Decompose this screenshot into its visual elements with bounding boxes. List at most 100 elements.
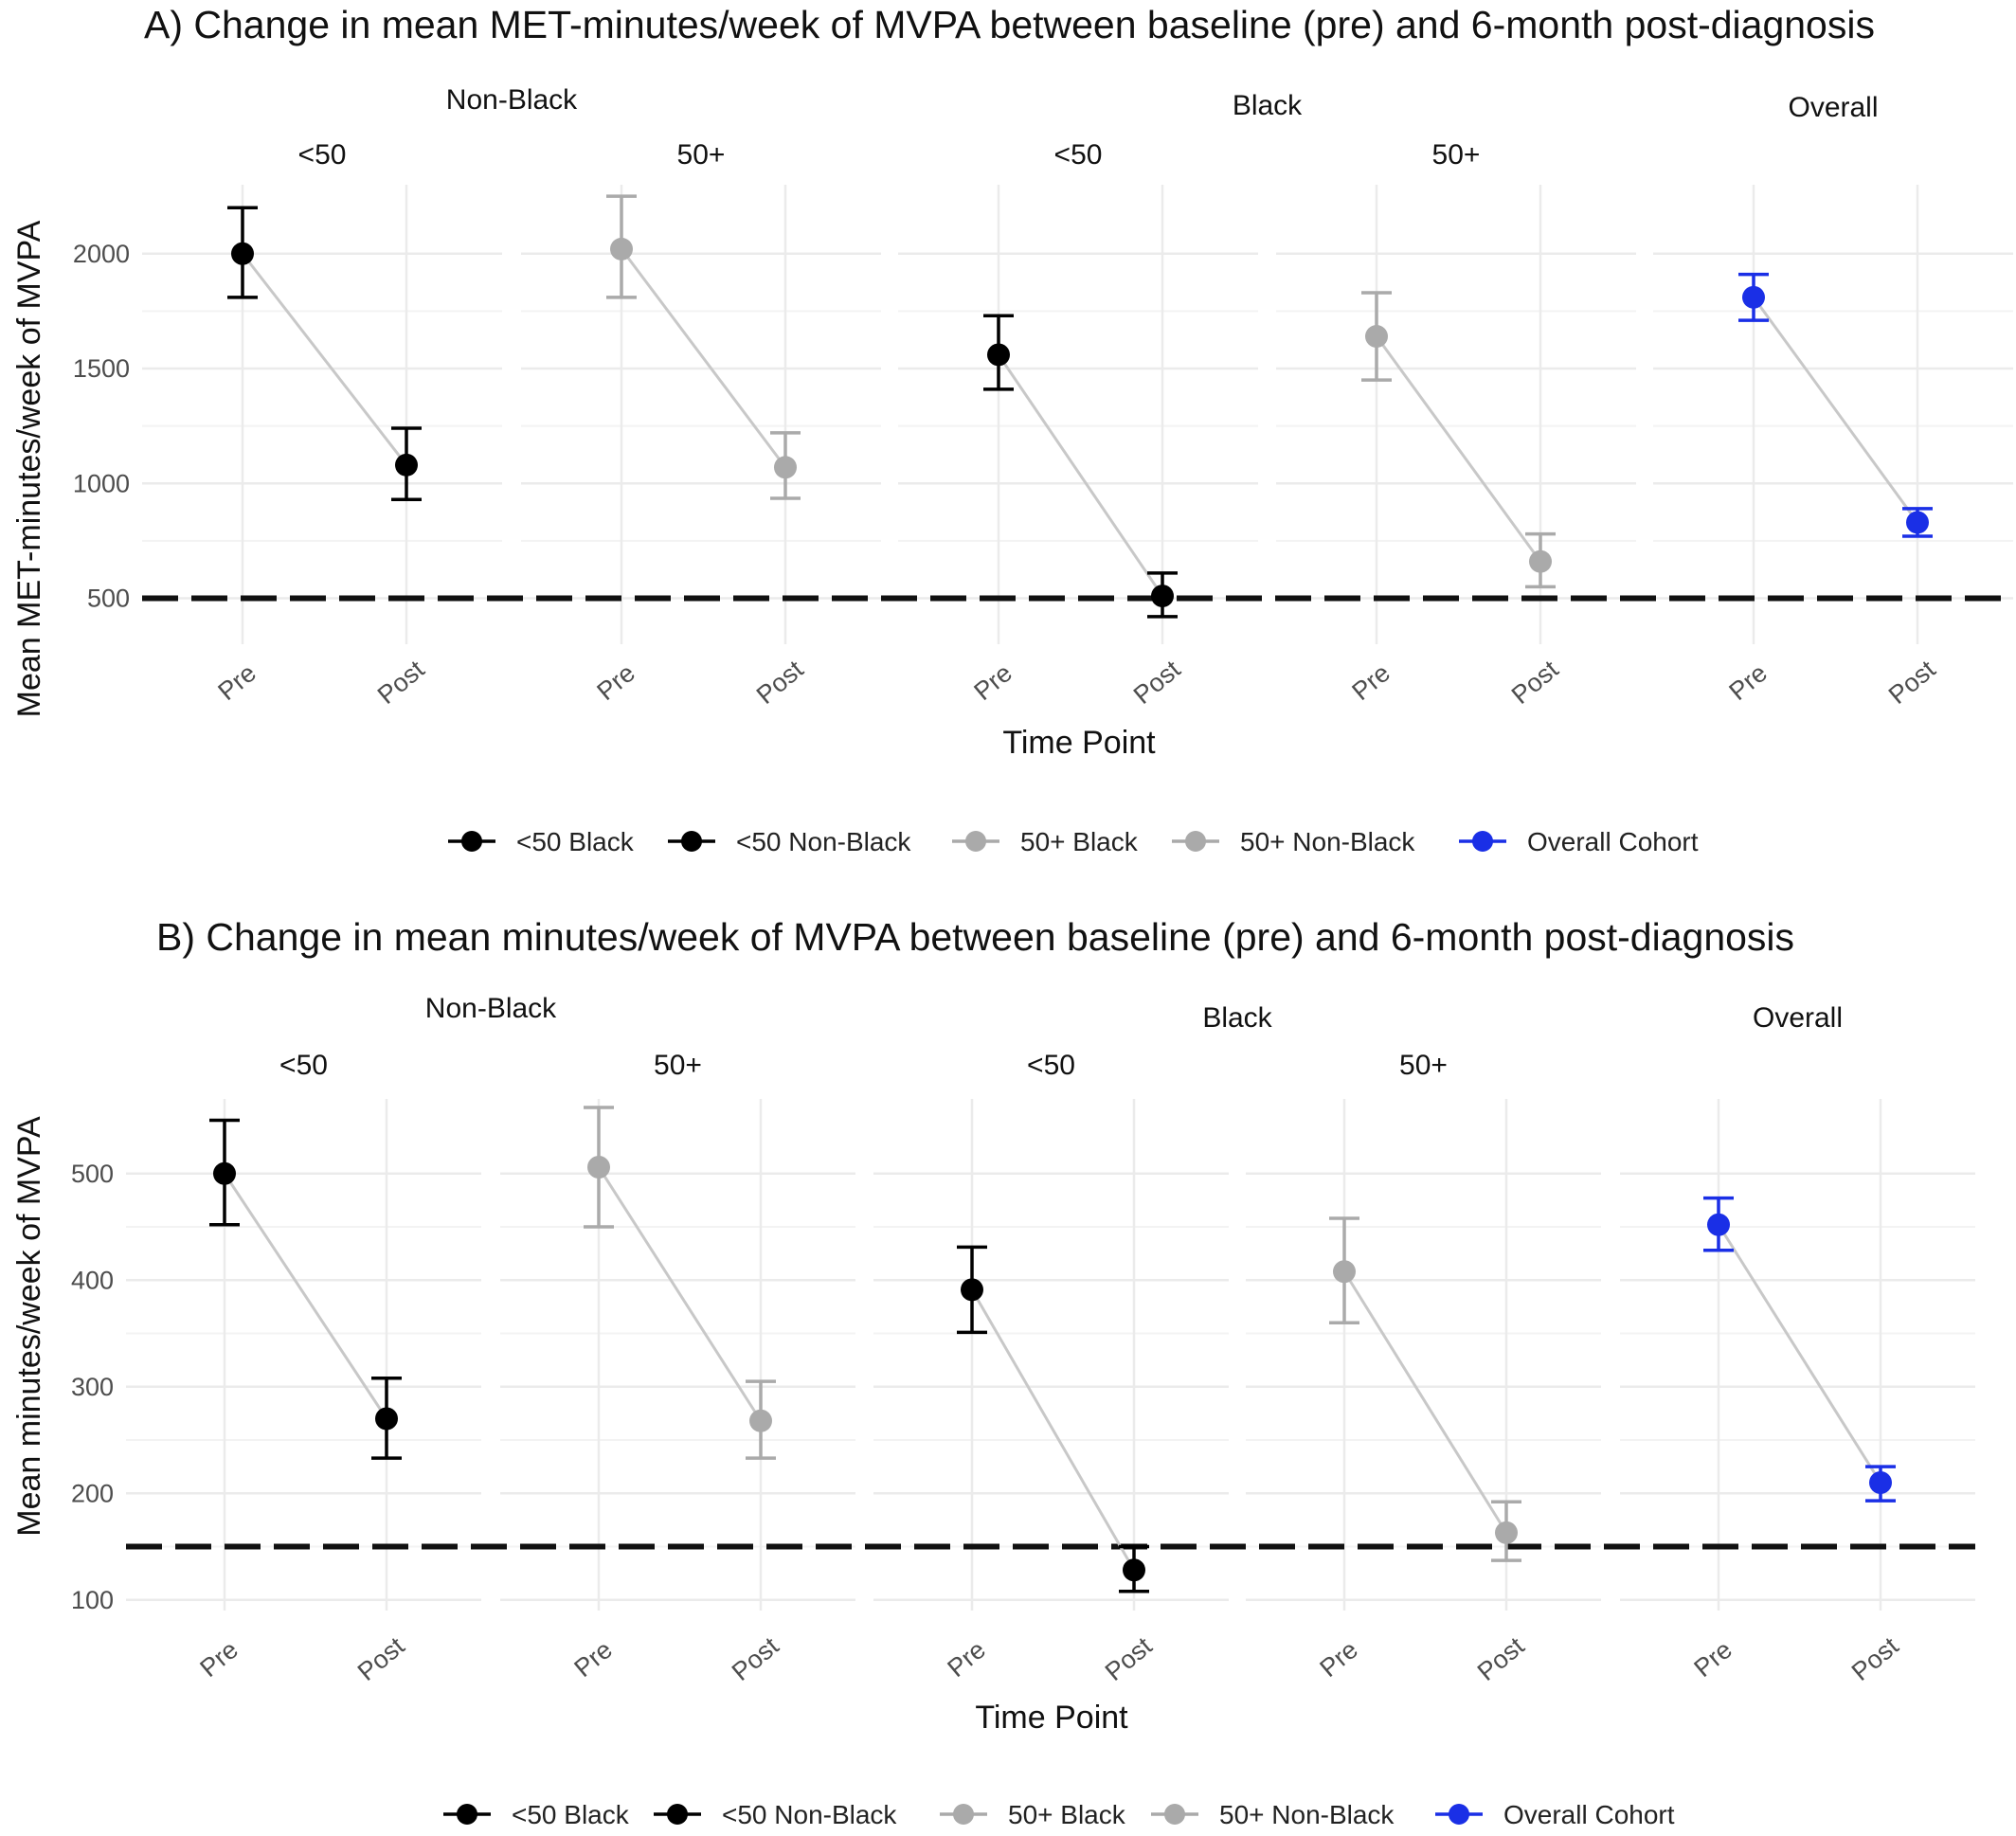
legend-label: Overall Cohort (1527, 827, 1699, 856)
x-tick-label: Pre (591, 658, 639, 706)
x-tick-label: Post (352, 1631, 410, 1686)
y-tick-label: 2000 (73, 240, 130, 268)
legend-key-point (1164, 1804, 1185, 1825)
group-strip-label: Black (1202, 1002, 1272, 1034)
legend-key-point (681, 831, 702, 852)
x-tick-label: Post (727, 1631, 784, 1686)
y-tick-label: 300 (71, 1373, 114, 1401)
data-point (1123, 1558, 1145, 1582)
facet-strip-label: 50+ (654, 1050, 702, 1081)
facet-strip-label: 50+ (1399, 1050, 1448, 1081)
connector-line (620, 247, 787, 469)
x-tick-label: Post (1883, 655, 1941, 710)
x-axis-label: Time Point (975, 1700, 1128, 1736)
x-tick-label: Pre (1314, 1635, 1362, 1683)
y-tick-label: 1000 (73, 469, 130, 497)
data-point (1151, 585, 1174, 608)
group-strip-label: Non-Black (446, 84, 578, 116)
legend-key-point (965, 831, 986, 852)
connector-line (241, 252, 408, 466)
data-point (961, 1278, 983, 1302)
facet-strip-label: 50+ (1432, 139, 1481, 171)
x-tick-label: Post (751, 655, 809, 710)
legend-key-point (1472, 831, 1493, 852)
y-tick-label: 500 (87, 585, 130, 613)
legend-label: 50+ Black (1020, 827, 1139, 856)
data-point (1365, 325, 1388, 349)
data-point (395, 453, 418, 477)
legend-label: 50+ Non-Black (1219, 1800, 1395, 1829)
y-tick-label: 200 (71, 1479, 114, 1507)
connector-line (223, 1172, 388, 1420)
x-tick-label: Post (1128, 655, 1186, 710)
y-tick-label: 500 (71, 1160, 114, 1188)
data-point (987, 343, 1010, 367)
x-tick-label: Pre (212, 658, 261, 706)
data-point (375, 1407, 398, 1431)
legend-label: <50 Non-Black (736, 827, 911, 856)
x-tick-label: Pre (568, 1635, 617, 1683)
y-tick-label: 1500 (73, 354, 130, 383)
facet-strip-label: <50 (1027, 1050, 1075, 1081)
data-point (1742, 285, 1765, 309)
panel-a-title: A) Change in mean MET-minutes/week of MV… (144, 3, 1875, 46)
y-axis-label: Mean minutes/week of MVPA (11, 1116, 47, 1537)
legend-key-point (1185, 831, 1206, 852)
x-tick-label: Post (1506, 655, 1564, 710)
legend-label: 50+ Black (1008, 1800, 1126, 1829)
data-point (213, 1161, 236, 1185)
connector-line (970, 1288, 1136, 1572)
data-point (1333, 1260, 1356, 1284)
x-tick-label: Pre (194, 1635, 243, 1683)
x-tick-label: Pre (1346, 658, 1395, 706)
data-point (1495, 1521, 1518, 1544)
data-point (587, 1156, 610, 1179)
data-point (749, 1409, 772, 1432)
legend-label: 50+ Non-Black (1240, 827, 1415, 856)
connector-line (597, 1166, 763, 1422)
x-axis-label: Time Point (1002, 725, 1156, 761)
y-axis-label: Mean MET-minutes/week of MVPA (11, 220, 47, 717)
x-tick-label: Pre (942, 1635, 990, 1683)
data-point (231, 242, 254, 265)
x-tick-label: Post (1846, 1631, 1904, 1686)
x-tick-label: Pre (1723, 658, 1772, 706)
connector-line (997, 353, 1164, 597)
facet-strip-label: 50+ (677, 139, 726, 171)
connector-line (1717, 1223, 1882, 1484)
legend-label: <50 Non-Black (722, 1800, 897, 1829)
data-point (774, 456, 797, 479)
connector-line (1375, 335, 1542, 563)
connector-line (1752, 296, 1919, 524)
group-strip-label: Non-Black (425, 993, 557, 1024)
data-point (1707, 1213, 1730, 1236)
facet-strip-label: <50 (279, 1050, 328, 1081)
legend-key-point (1449, 1804, 1469, 1825)
connector-line (1342, 1270, 1508, 1534)
data-point (1869, 1471, 1892, 1494)
y-tick-label: 400 (71, 1266, 114, 1294)
legend-label: <50 Black (512, 1800, 630, 1829)
data-point (610, 237, 633, 261)
legend-key-point (461, 831, 482, 852)
x-tick-label: Post (1472, 1631, 1530, 1686)
legend-key-point (667, 1804, 688, 1825)
group-strip-label: Overall (1788, 92, 1878, 123)
x-tick-label: Pre (968, 658, 1017, 706)
data-point (1529, 549, 1552, 573)
legend-key-point (457, 1804, 477, 1825)
x-tick-label: Post (372, 655, 430, 710)
x-tick-label: Post (1100, 1631, 1158, 1686)
facet-strip-label: <50 (298, 139, 347, 171)
legend-label: Overall Cohort (1503, 1800, 1675, 1829)
group-strip-label: Overall (1753, 1002, 1843, 1034)
panel-b-title: B) Change in mean minutes/week of MVPA b… (156, 915, 1794, 959)
legend-label: <50 Black (516, 827, 635, 856)
y-tick-label: 100 (71, 1586, 114, 1614)
x-tick-label: Pre (1688, 1635, 1737, 1683)
group-strip-label: Black (1233, 90, 1303, 121)
data-point (1906, 511, 1929, 534)
legend-key-point (953, 1804, 974, 1825)
facet-strip-label: <50 (1054, 139, 1103, 171)
